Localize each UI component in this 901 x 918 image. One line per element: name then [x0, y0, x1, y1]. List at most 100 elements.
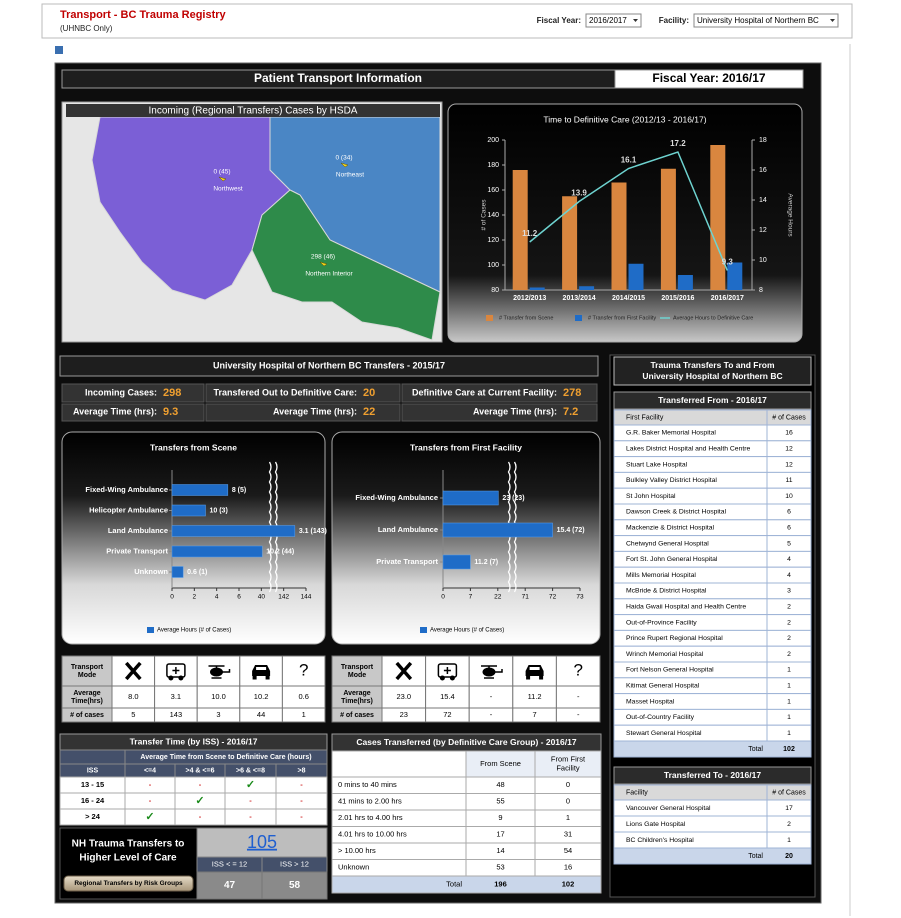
table-header: ISS — [87, 767, 99, 774]
table-header: From First — [551, 754, 586, 763]
stat-box — [205, 403, 401, 422]
cell-value: - — [490, 692, 493, 701]
icon-ambulance — [166, 663, 186, 678]
facility-name: Out-of-Country Facility — [626, 714, 695, 721]
x-tick-label: 7 — [469, 594, 473, 601]
cell-value: 4.01 hrs to 10.00 hrs — [338, 830, 407, 839]
y-tick-label: 200 — [487, 137, 499, 144]
stat-value: 7.2 — [563, 406, 578, 418]
x-tick-label: 142 — [278, 594, 289, 601]
icon-ambulance — [178, 675, 184, 681]
y2-tick-label: 14 — [759, 197, 767, 204]
table-total-row — [613, 740, 812, 758]
row-label: # of cases — [70, 712, 104, 719]
table-header: # of Cases — [772, 414, 806, 421]
cell-value: 10.0 — [211, 692, 226, 701]
cell-value: 72 — [443, 710, 451, 719]
facility-select[interactable] — [693, 13, 839, 28]
case-count: 1 — [787, 837, 791, 844]
case-count: 2 — [787, 635, 791, 642]
app-title: Transport - BC Trauma Registry — [60, 9, 227, 21]
cell-value: > 10.00 hrs — [338, 846, 376, 855]
case-count: 12 — [785, 445, 793, 452]
x-tick-label: 71 — [522, 594, 530, 601]
legend-swatch — [486, 315, 493, 321]
cell-value: - — [300, 796, 303, 805]
cell-value: 44 — [257, 710, 265, 719]
stat-label: Definitive Care at Current Facility: — [412, 387, 557, 397]
stat-box — [61, 383, 205, 403]
cell-value: 17 — [496, 830, 504, 839]
facility-name: Lions Gate Hospital — [626, 821, 686, 828]
total-value: 196 — [494, 879, 507, 888]
y-tick-label: Fixed-Wing Ambulance — [85, 485, 168, 494]
x-tick-label: 2014/2015 — [612, 295, 645, 302]
cell-value: - — [149, 780, 152, 789]
facility-name: Chetwynd General Hospital — [626, 540, 709, 547]
row-label: # of cases — [340, 712, 374, 719]
case-count: 1 — [787, 730, 791, 737]
map-region[interactable] — [251, 189, 441, 341]
bar — [442, 490, 499, 506]
table-header: From Scene — [480, 759, 521, 768]
x-tick-label: 0 — [441, 594, 445, 601]
x-tick-label: 2015/2016 — [661, 295, 694, 302]
icon-plane — [124, 661, 142, 681]
table-header-cell — [555, 655, 601, 687]
table-header: Transport — [341, 664, 374, 671]
bar — [171, 566, 184, 578]
y-tick-label: Private Transport — [376, 557, 438, 566]
bar — [512, 170, 528, 290]
x-tick-label: 73 — [576, 594, 584, 601]
bar — [660, 168, 676, 290]
y-tick-label: 80 — [491, 287, 499, 294]
y-tick-label: 120 — [487, 237, 499, 244]
stat-label: Incoming Cases: — [85, 387, 157, 397]
facility-name: Stewart General Hospital — [626, 730, 702, 737]
icon-car — [525, 665, 544, 676]
cell-value: 0.6 — [298, 692, 308, 701]
cell-value: - — [577, 710, 580, 719]
icon-ambulance — [443, 667, 451, 674]
legend-swatch — [147, 627, 154, 633]
nh-title: Higher Level of Care — [79, 853, 177, 864]
facility-name: Vancouver General Hospital — [626, 805, 711, 812]
data-label: 10 (3) — [210, 507, 228, 514]
table-cell — [281, 707, 326, 723]
cell-value: 53 — [496, 863, 504, 872]
cell-value: 2.01 hrs to 4.00 hrs — [338, 813, 403, 822]
side-title: Trauma Transfers To and From — [650, 360, 775, 370]
y-tick-label: Land Ambulance — [378, 525, 438, 534]
x-tick-label: 2012/2013 — [513, 295, 546, 302]
table-cell — [555, 707, 601, 723]
case-count: 2 — [787, 603, 791, 610]
toolbar-icon[interactable] — [55, 46, 63, 54]
total-value: 102 — [783, 746, 795, 753]
cell-value: 1 — [302, 710, 306, 719]
icon-ambulance — [449, 675, 455, 681]
case-count: 4 — [787, 572, 791, 579]
table-header-cell — [465, 750, 536, 778]
table-title: Transfer Time (by ISS) - 2016/17 — [130, 736, 258, 746]
x-tick-label: 2013/2014 — [563, 295, 596, 302]
table-header-cell — [331, 750, 467, 778]
row-label: Average — [343, 690, 370, 697]
app-subtitle: (UHNBC Only) — [60, 24, 113, 33]
cell-value: ✓ — [246, 779, 255, 791]
icon-car — [526, 675, 531, 680]
icon-car — [539, 675, 544, 680]
facility-name: Masset Hospital — [626, 698, 675, 705]
data-label: 17.2 — [670, 139, 686, 148]
stat-box — [205, 383, 401, 403]
case-count: 2 — [787, 651, 791, 658]
button[interactable] — [63, 875, 194, 892]
stat-label: Average Time (hrs): — [273, 406, 357, 416]
legend-label: Average Hours (# of Cases) — [157, 628, 231, 634]
cell-value: - — [300, 780, 303, 789]
nh-total-link[interactable]: 105 — [247, 832, 277, 852]
facility-name: Haida Gwaii Hospital and Health Centre — [626, 603, 746, 610]
y-tick-label: Fixed-Wing Ambulance — [355, 493, 438, 502]
icon-car — [256, 667, 267, 670]
fiscal-year-select[interactable] — [585, 13, 642, 28]
side-title: University Hospital of Northern BC — [642, 371, 782, 381]
